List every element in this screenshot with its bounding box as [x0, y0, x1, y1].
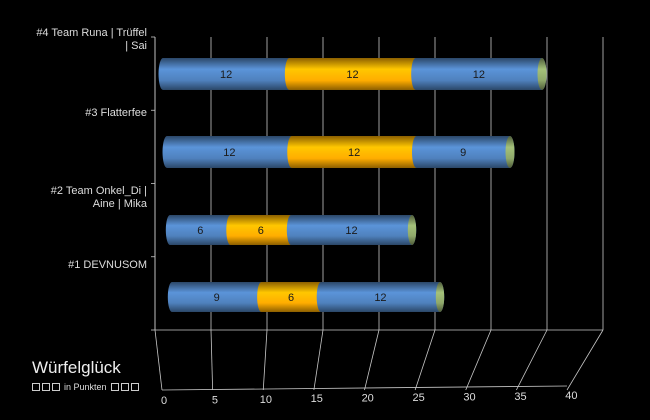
- x-tick-label: 10: [260, 394, 272, 406]
- floor-gridline: [154, 329, 163, 391]
- box-symbols-right-icon: [110, 383, 139, 391]
- data-label: 6: [258, 225, 264, 237]
- x-tick-label: 40: [565, 390, 577, 402]
- category-labels: #1 DEVNUSOM #2 Team Onkel_Di |Aine | Mika…: [36, 27, 148, 271]
- data-label: 12: [473, 69, 485, 81]
- data-label: 12: [223, 147, 235, 159]
- x-tick-label: 35: [514, 391, 526, 403]
- bar-segment: [158, 58, 294, 90]
- floor-gridline: [262, 329, 268, 391]
- floor-gridline: [414, 329, 436, 391]
- bar-row: 12 12 9: [162, 136, 515, 168]
- bar-segment: [226, 215, 296, 245]
- bar-segment: [287, 136, 421, 168]
- category-label: #2 Team Onkel_Di |: [51, 185, 147, 197]
- bar-segment: [162, 136, 297, 168]
- bar-segment: [316, 282, 445, 312]
- data-label: 12: [345, 225, 357, 237]
- legend-subtitle-row: in Punkten: [32, 382, 139, 392]
- bar-segment: [167, 282, 266, 312]
- category-label: Aine | Mika: [93, 198, 148, 210]
- bar-segment: [257, 282, 326, 312]
- x-tick-label: 5: [212, 394, 218, 406]
- floor-front-edge: [161, 385, 568, 391]
- x-tick-labels: 0 5 10 15 20 25 30 35 40: [161, 390, 578, 407]
- bar-segment: [411, 58, 547, 90]
- legend-title: Würfelglück: [32, 358, 121, 377]
- category-label: | Sai: [125, 40, 147, 52]
- category-label: #4 Team Runa | Trüffel: [36, 27, 147, 39]
- data-label: 12: [220, 69, 232, 81]
- data-label: 6: [288, 292, 294, 304]
- floor-gridline: [465, 329, 492, 391]
- bar-row: 6 6 12: [165, 215, 417, 245]
- x-tick-label: 0: [161, 395, 167, 407]
- box-symbols-left-icon: [32, 383, 60, 391]
- data-label: 6: [197, 225, 203, 237]
- bar-segment: [165, 215, 235, 245]
- x-tick-label: 15: [311, 393, 323, 405]
- bar-segment: [411, 136, 515, 168]
- bar-end-cap: [407, 215, 417, 245]
- floor-gridline: [516, 329, 548, 391]
- floor-gridline: [313, 329, 324, 391]
- x-tick-label: 20: [362, 393, 374, 405]
- data-label: 12: [348, 147, 360, 159]
- category-label: #1 DEVNUSOM: [68, 259, 147, 271]
- legend-subtitle: in Punkten: [64, 382, 107, 392]
- data-label: 12: [346, 69, 358, 81]
- x-tick-label: 25: [413, 392, 425, 404]
- data-label: 9: [460, 147, 466, 159]
- bar-segment: [284, 58, 421, 90]
- data-label: 12: [374, 292, 386, 304]
- floor-gridline: [364, 329, 380, 391]
- floor-gridline: [566, 329, 604, 391]
- bar-end-cap: [537, 58, 547, 90]
- bar-segment: [286, 215, 417, 245]
- bar-row: 12 12 12: [158, 58, 547, 90]
- data-label: 9: [214, 292, 220, 304]
- category-label: #3 Flatterfee: [85, 107, 147, 119]
- x-tick-label: 30: [463, 391, 475, 403]
- bar-row: 9 6 12: [167, 282, 445, 312]
- floor-gridline: [210, 329, 214, 391]
- bar-end-cap: [505, 136, 515, 168]
- bar-end-cap: [435, 282, 445, 312]
- bars: 9 6 12 6 6 12 12 12 9 12 12 12: [158, 58, 547, 312]
